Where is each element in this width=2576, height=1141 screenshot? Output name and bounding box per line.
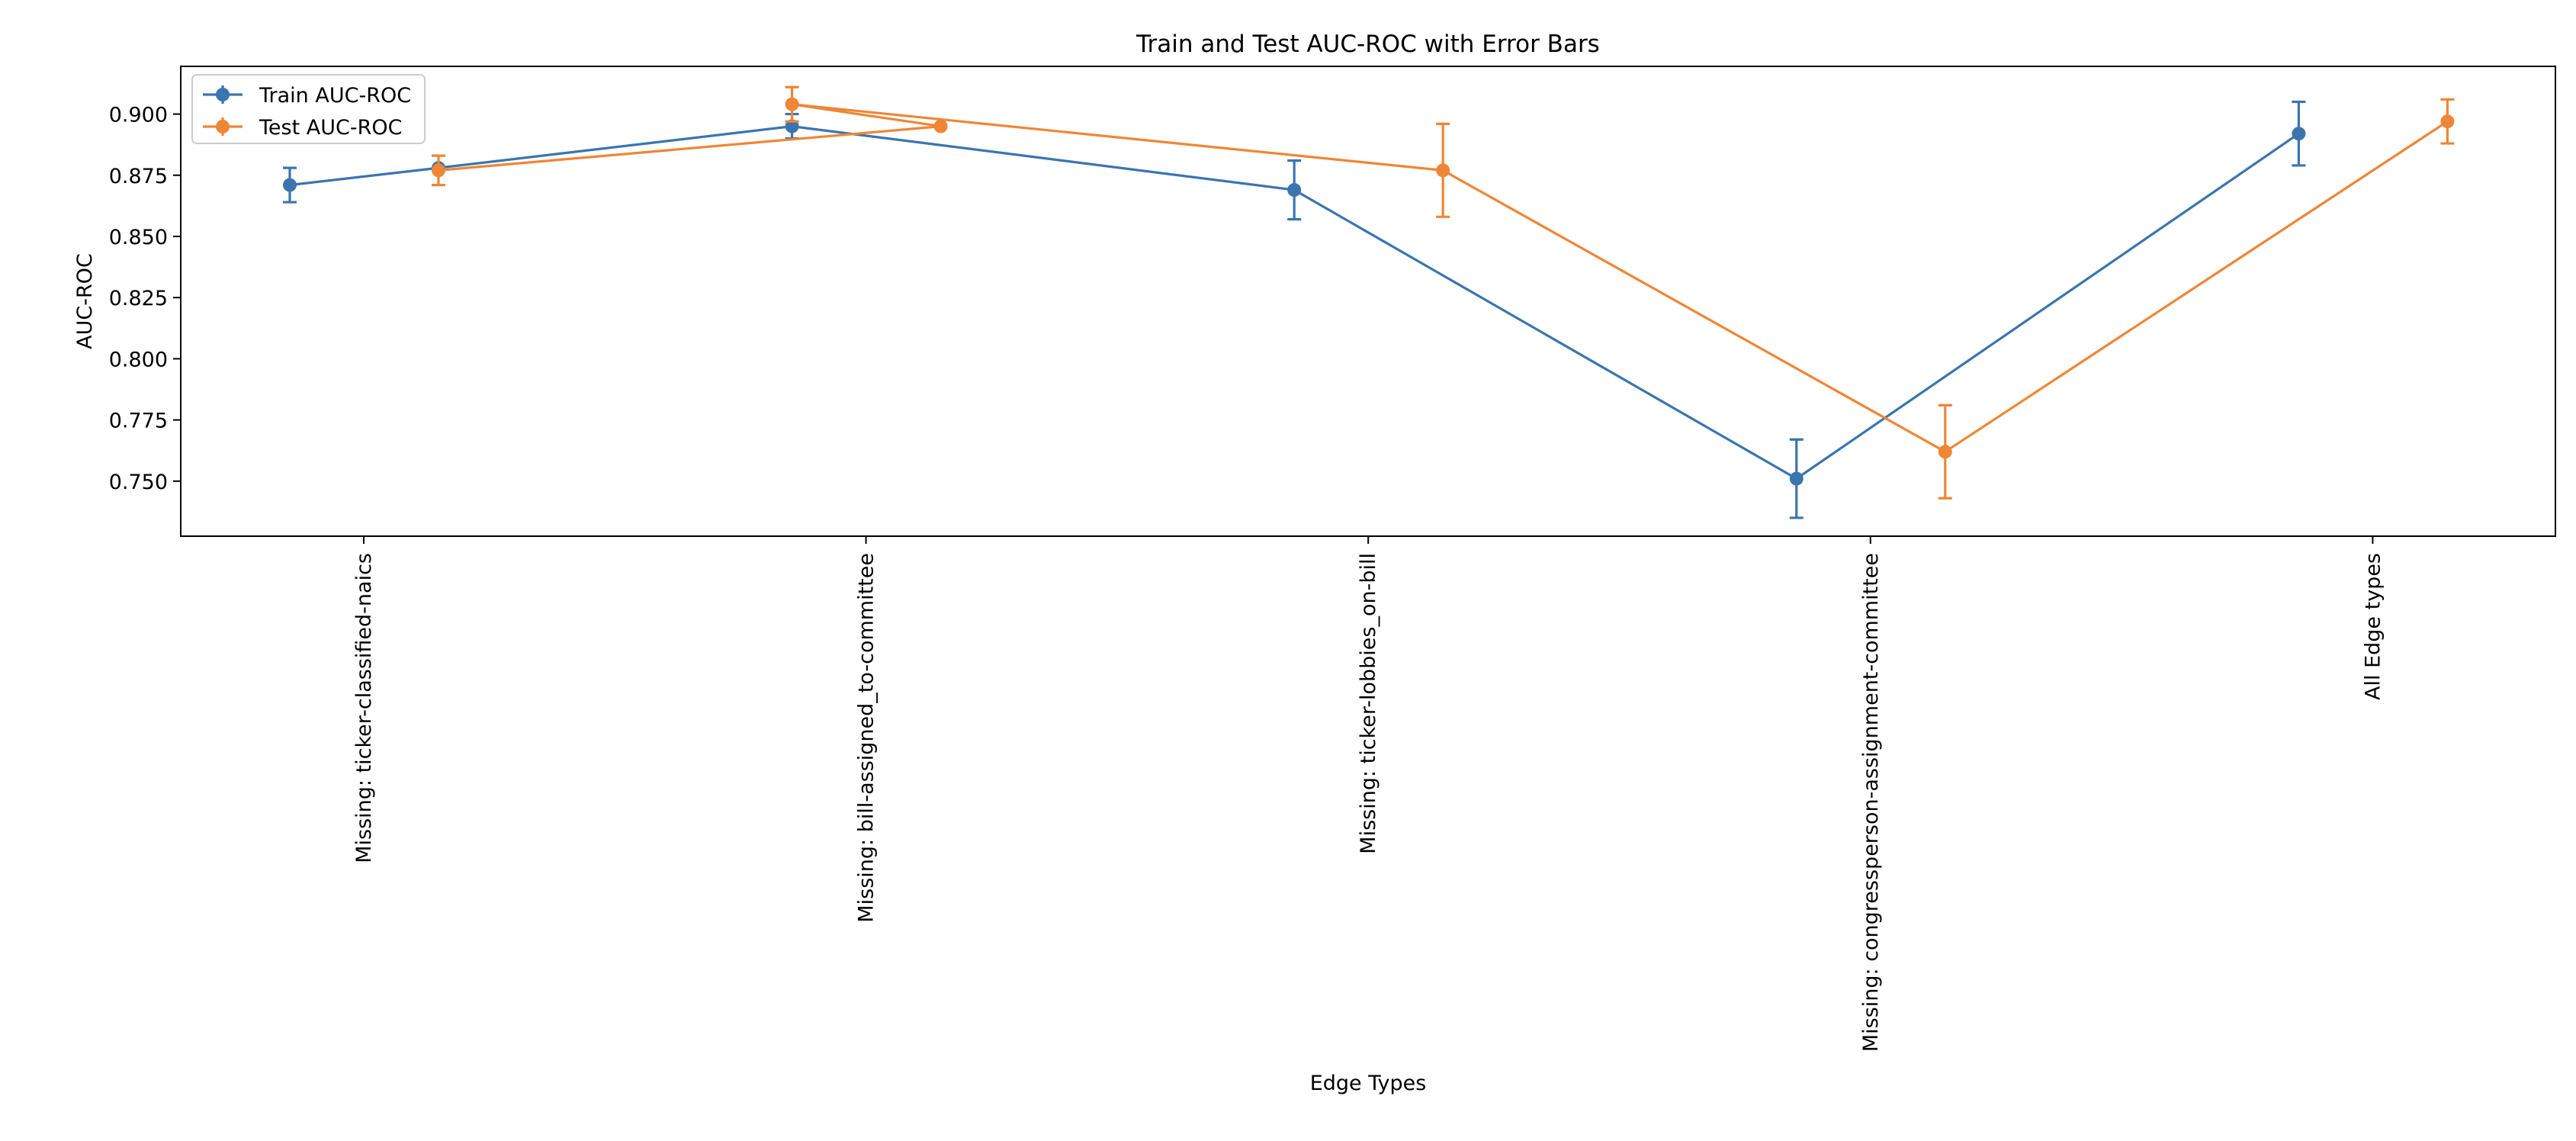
legend-label: Test AUC-ROC <box>259 116 402 140</box>
y-tick-label: 0.800 <box>109 348 168 371</box>
x-tick-label: Missing: ticker-lobbies_on-bill <box>1357 553 1380 854</box>
x-tick-label: All Edge types <box>2361 553 2385 700</box>
x-tick-label: Missing: bill-assigned_to-committee <box>855 553 878 923</box>
data-point <box>283 178 297 192</box>
data-point <box>785 119 799 133</box>
y-tick-label: 0.900 <box>109 104 168 127</box>
plot-frame <box>180 66 2556 537</box>
y-tick-label: 0.750 <box>109 471 168 494</box>
data-point <box>1287 183 1302 198</box>
data-point <box>1436 163 1450 178</box>
legend-label: Train AUC-ROC <box>259 84 411 108</box>
data-point <box>2440 114 2455 129</box>
data-point <box>933 119 948 133</box>
chart-title: Train and Test AUC-ROC with Error Bars <box>1135 31 1600 58</box>
x-tick-label: Missing: ticker-classified-naics <box>352 553 376 863</box>
y-tick-label: 0.850 <box>109 226 168 249</box>
legend-box <box>191 74 426 144</box>
y-tick-label: 0.775 <box>109 410 168 433</box>
x-tick-label: Missing: congressperson-assignment-commi… <box>1859 553 1883 1052</box>
data-point <box>2292 127 2306 141</box>
legend-marker <box>216 88 230 101</box>
y-tick-label: 0.875 <box>109 165 168 188</box>
y-tick-label: 0.825 <box>109 287 168 310</box>
data-point <box>1938 445 1952 459</box>
series-line <box>438 103 2449 454</box>
x-axis-label: Edge Types <box>1310 1072 1427 1095</box>
data-point <box>785 97 799 111</box>
data-point <box>432 163 445 178</box>
data-point <box>1789 471 1804 486</box>
legend-marker <box>216 120 230 133</box>
legend: Train AUC-ROC Test AUC-ROC <box>191 74 426 144</box>
series-line <box>289 124 2300 481</box>
y-axis-label: AUC-ROC <box>73 253 97 349</box>
